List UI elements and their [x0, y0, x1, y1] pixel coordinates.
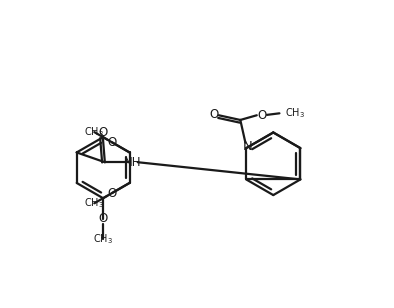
Text: CH$_3$: CH$_3$ — [284, 106, 305, 120]
Text: CH$_3$: CH$_3$ — [84, 197, 104, 210]
Text: O: O — [98, 212, 108, 225]
Text: O: O — [257, 109, 266, 122]
Text: N: N — [242, 140, 252, 153]
Text: CH$_3$: CH$_3$ — [84, 125, 104, 139]
Text: O: O — [98, 126, 108, 140]
Text: O: O — [210, 108, 219, 121]
Text: O: O — [107, 136, 117, 149]
Text: O: O — [107, 187, 117, 200]
Text: NH: NH — [124, 156, 142, 169]
Text: CH$_3$: CH$_3$ — [93, 232, 113, 246]
